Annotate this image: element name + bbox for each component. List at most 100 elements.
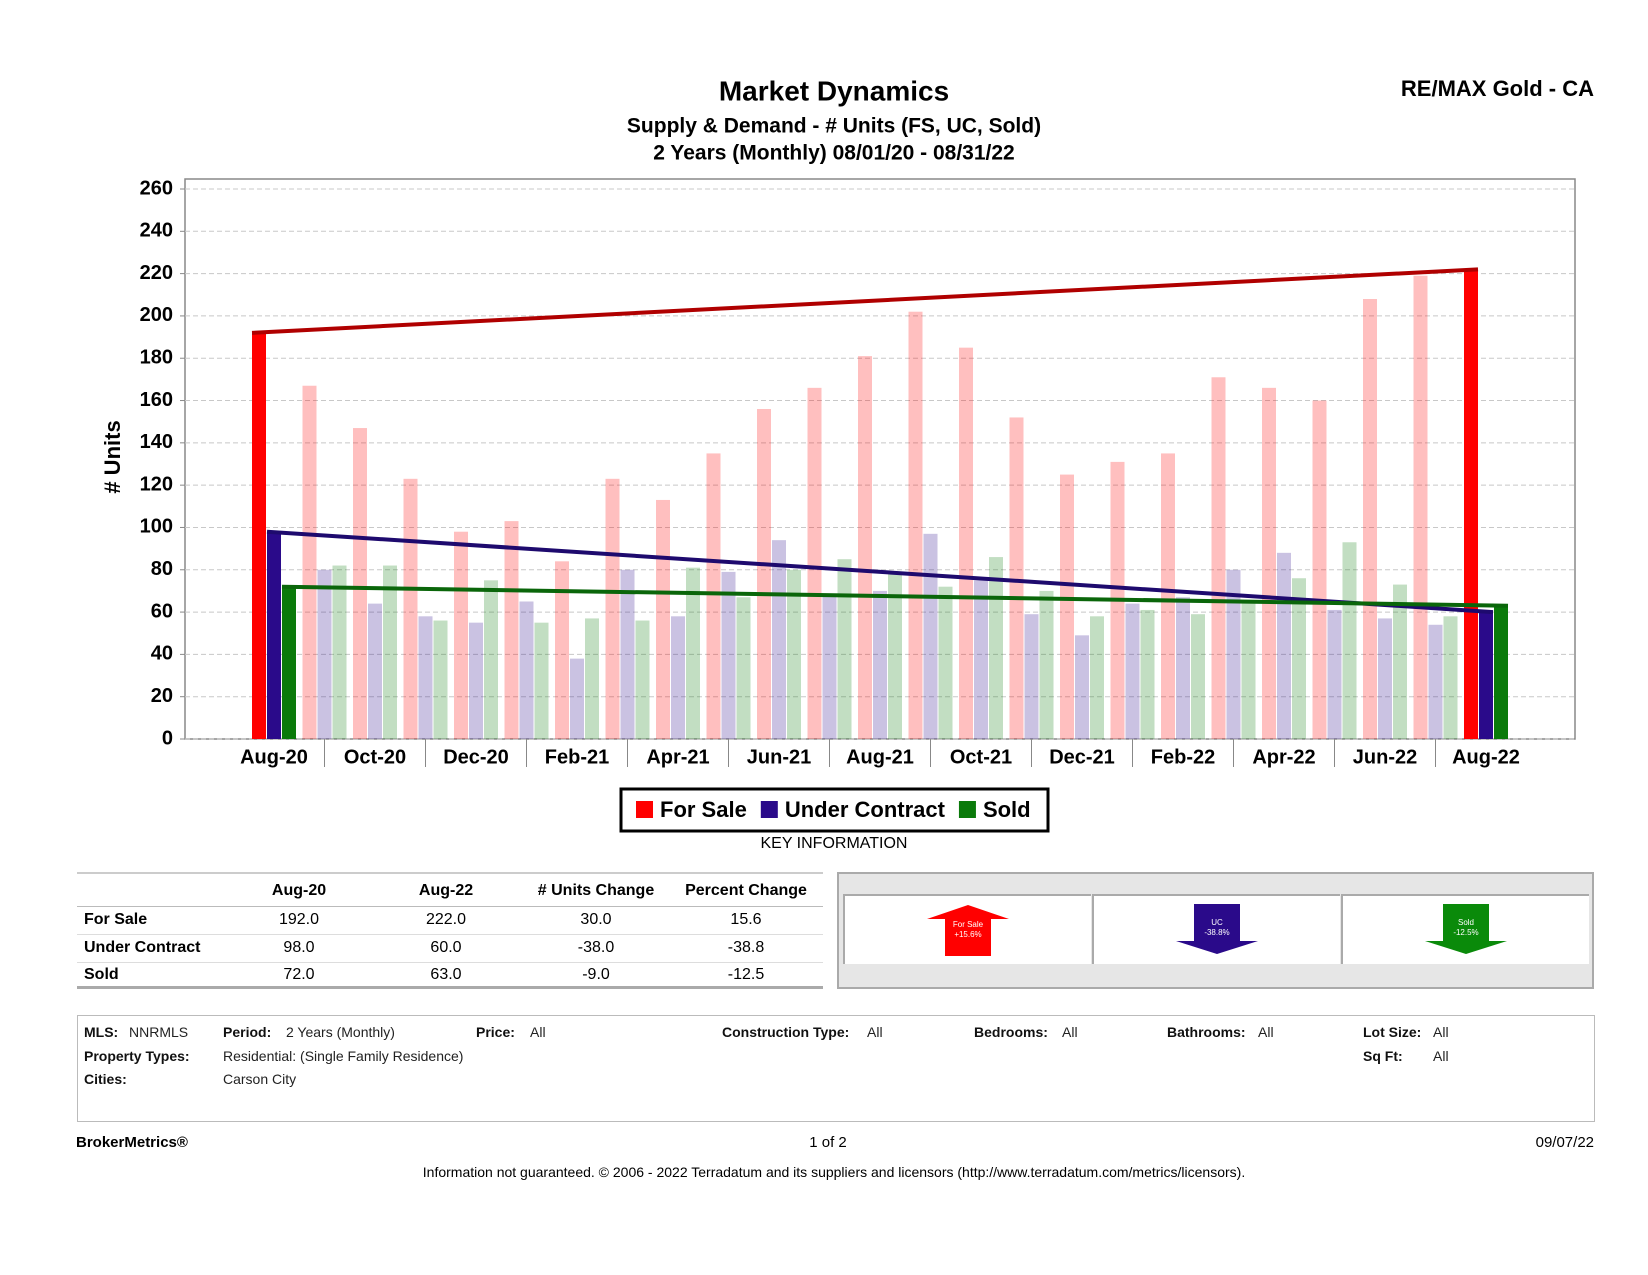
bar: [383, 565, 397, 739]
filter-value: Residential: (Single Family Residence): [223, 1047, 464, 1064]
bar: [317, 569, 332, 739]
filter-label: Bathrooms:: [1167, 1024, 1246, 1040]
bar: [1494, 605, 1508, 739]
cell: 72.0: [283, 966, 315, 983]
y-tick-label: 160: [140, 389, 173, 411]
y-tick-label: 180: [140, 347, 173, 369]
down-arrow: [1425, 904, 1507, 954]
bar: [736, 597, 751, 739]
indicator-panel: For Sale +15.6%: [843, 894, 1091, 964]
bar: [989, 557, 1003, 739]
bar: [1378, 618, 1392, 739]
cell: 63.0: [430, 966, 462, 983]
bar: [1413, 275, 1428, 739]
legend-swatch: [958, 801, 976, 818]
bar: [1191, 614, 1205, 739]
legend-swatch: [760, 801, 778, 818]
bar: [822, 595, 837, 739]
cell: 60.0: [430, 938, 462, 956]
legend-label: Under Contract: [785, 797, 946, 822]
bar: [252, 332, 266, 739]
x-tick-label: Aug-22: [1452, 746, 1520, 768]
cell: -38.8: [727, 938, 765, 956]
filter-box: [77, 1015, 1595, 1122]
trend-line: [281, 584, 1509, 608]
y-tick-label: 240: [140, 220, 173, 242]
y-tick-label: 100: [140, 516, 173, 538]
cell: -12.5: [727, 966, 765, 983]
bar: [267, 531, 281, 739]
indicator-name: For Sale: [953, 920, 984, 929]
bar: [1327, 609, 1342, 739]
bar: [1342, 542, 1357, 739]
bar: [656, 499, 670, 739]
bar: [1211, 377, 1226, 739]
bar: [938, 586, 953, 739]
filter-label: MLS:: [84, 1024, 119, 1040]
bar: [570, 658, 584, 739]
column-header: Aug-20: [271, 882, 327, 899]
bar: [1241, 601, 1256, 739]
bar: [1009, 417, 1024, 739]
trend-line: [251, 267, 1479, 335]
x-tick-label: Dec-20: [443, 746, 509, 768]
cell: 222.0: [425, 911, 467, 928]
bar: [332, 565, 347, 739]
chart: Market Dynamics Supply & Demand - # Unit…: [100, 75, 1594, 852]
filter-value: All: [1062, 1024, 1078, 1040]
bar: [353, 428, 367, 739]
x-tick-label: Jun-21: [747, 746, 811, 768]
x-tick-label: Feb-22: [1151, 746, 1215, 768]
key-info-title: KEY INFORMATION: [761, 835, 908, 852]
rule: [77, 962, 823, 963]
bar: [1312, 400, 1327, 739]
y-tick-label: 140: [140, 431, 173, 453]
x-tick-label: Feb-21: [545, 746, 609, 768]
bar: [282, 586, 296, 739]
bar: [302, 385, 317, 739]
chart-title: Market Dynamics: [719, 75, 949, 106]
bar: [706, 453, 721, 739]
bar: [858, 356, 872, 739]
bar: [1428, 624, 1443, 739]
bar: [555, 561, 569, 739]
bar: [504, 521, 519, 739]
x-tick-label: Aug-20: [240, 746, 308, 768]
bar: [484, 580, 498, 739]
filter-label: Property Types:: [84, 1047, 190, 1064]
page-number: 1 of 2: [809, 1134, 847, 1151]
x-tick-label: Apr-21: [646, 746, 709, 768]
y-tick-label: 40: [151, 643, 173, 665]
report-date: 09/07/22: [1535, 1134, 1594, 1151]
column-header: # Units Change: [537, 882, 655, 899]
bar: [1161, 453, 1175, 739]
bar: [403, 478, 418, 739]
rule: [77, 906, 823, 907]
bar: [418, 616, 433, 739]
bar: [1024, 614, 1039, 739]
bar: [787, 569, 801, 739]
column-header: Aug-22: [418, 882, 474, 899]
cell: 98.0: [283, 938, 315, 956]
x-tick-label: Jun-22: [1353, 746, 1417, 768]
indicator: For Sale +15.6%: [927, 905, 1009, 956]
bar: [519, 601, 534, 739]
plot-frame: [184, 178, 1576, 740]
bar: [433, 620, 448, 739]
y-tick-label: 200: [140, 304, 173, 326]
y-tick-label: 80: [151, 558, 173, 580]
filter-value: All: [867, 1024, 883, 1040]
indicator-name: Sold: [1458, 918, 1474, 927]
y-tick-label: 60: [151, 600, 173, 622]
bar: [1363, 299, 1377, 739]
filter-label: Bedrooms:: [974, 1024, 1048, 1040]
bar: [454, 531, 468, 739]
bar: [469, 622, 483, 739]
cell: -38.0: [577, 938, 615, 956]
bar: [1090, 616, 1104, 739]
x-tick-label: Oct-21: [950, 746, 1012, 768]
bar: [686, 567, 700, 739]
bar: [1176, 597, 1190, 739]
filter-value: Carson City: [223, 1071, 297, 1087]
chart-subtitle: 2 Years (Monthly) 08/01/20 - 08/31/22: [653, 142, 1014, 165]
